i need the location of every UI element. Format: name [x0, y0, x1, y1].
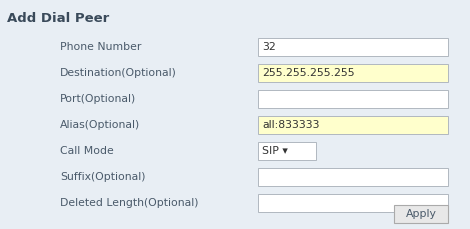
- Bar: [258, 116, 448, 134]
- Text: Suffix(Optional): Suffix(Optional): [60, 172, 146, 182]
- Text: Destination(Optional): Destination(Optional): [60, 68, 177, 78]
- Text: Deleted Length(Optional): Deleted Length(Optional): [60, 198, 198, 208]
- Text: Alias(Optional): Alias(Optional): [60, 120, 140, 130]
- Text: Call Mode: Call Mode: [60, 146, 114, 156]
- Bar: [258, 168, 448, 186]
- Text: Apply: Apply: [406, 209, 437, 219]
- Bar: [394, 205, 448, 223]
- Text: Port(Optional): Port(Optional): [60, 94, 136, 104]
- Text: all:833333: all:833333: [262, 120, 320, 130]
- Text: 255.255.255.255: 255.255.255.255: [262, 68, 355, 78]
- Text: 32: 32: [262, 42, 276, 52]
- Bar: [258, 38, 448, 56]
- Text: Add Dial Peer: Add Dial Peer: [7, 12, 109, 25]
- Text: Phone Number: Phone Number: [60, 42, 141, 52]
- Text: SIP ▾: SIP ▾: [262, 146, 288, 156]
- Bar: [258, 142, 316, 160]
- Bar: [258, 90, 448, 108]
- Bar: [258, 64, 448, 82]
- Bar: [258, 194, 448, 212]
